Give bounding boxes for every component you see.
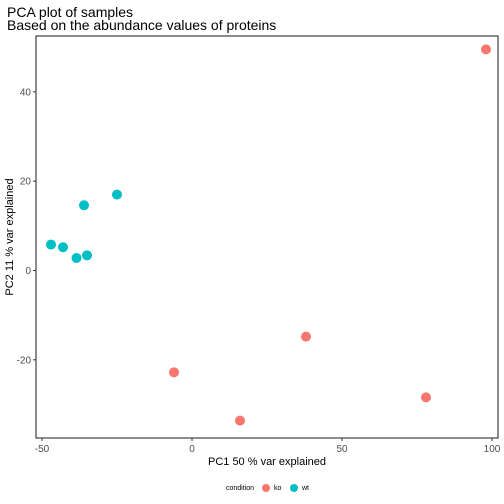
data-point-wt [71, 252, 82, 263]
chart-subtitle: Based on the abundance values of protein… [7, 17, 276, 33]
legend-ko-marker [262, 484, 270, 492]
legend: condition ko wt [226, 484, 309, 492]
data-point-wt [46, 239, 56, 250]
data-point-wt [82, 250, 92, 261]
data-point-ko [421, 392, 431, 403]
data-point-wt [79, 200, 89, 211]
legend-ko-label: ko [274, 485, 282, 492]
data-point-wt [112, 189, 122, 200]
data-point-ko [169, 367, 179, 378]
data-point-ko [235, 415, 245, 426]
y-tick-label: 20 [20, 177, 32, 188]
y-tick-label: -20 [17, 355, 32, 366]
y-tick-label: 0 [25, 266, 31, 277]
chart-title: PCA plot of samples [7, 4, 133, 20]
y-tick-label: 40 [20, 87, 32, 98]
data-point-wt [58, 242, 68, 253]
legend-title: condition [226, 485, 254, 492]
y-axis: -20 0 20 40 [17, 87, 36, 366]
data-points [46, 44, 491, 426]
x-tick-label: -50 [35, 444, 50, 455]
data-point-ko [481, 44, 491, 55]
legend-wt-label: wt [301, 485, 309, 492]
legend-wt-marker [290, 484, 298, 492]
x-axis: -50 0 50 100 [35, 438, 501, 455]
plot-panel [35, 35, 499, 439]
x-tick-label: 100 [484, 444, 501, 455]
x-axis-title: PC1 50 % var explained [208, 456, 326, 468]
x-tick-label: 50 [336, 444, 348, 455]
x-tick-label: 0 [189, 444, 195, 455]
data-point-ko [301, 331, 311, 342]
y-axis-title: PC2 11 % var explained [4, 178, 16, 295]
